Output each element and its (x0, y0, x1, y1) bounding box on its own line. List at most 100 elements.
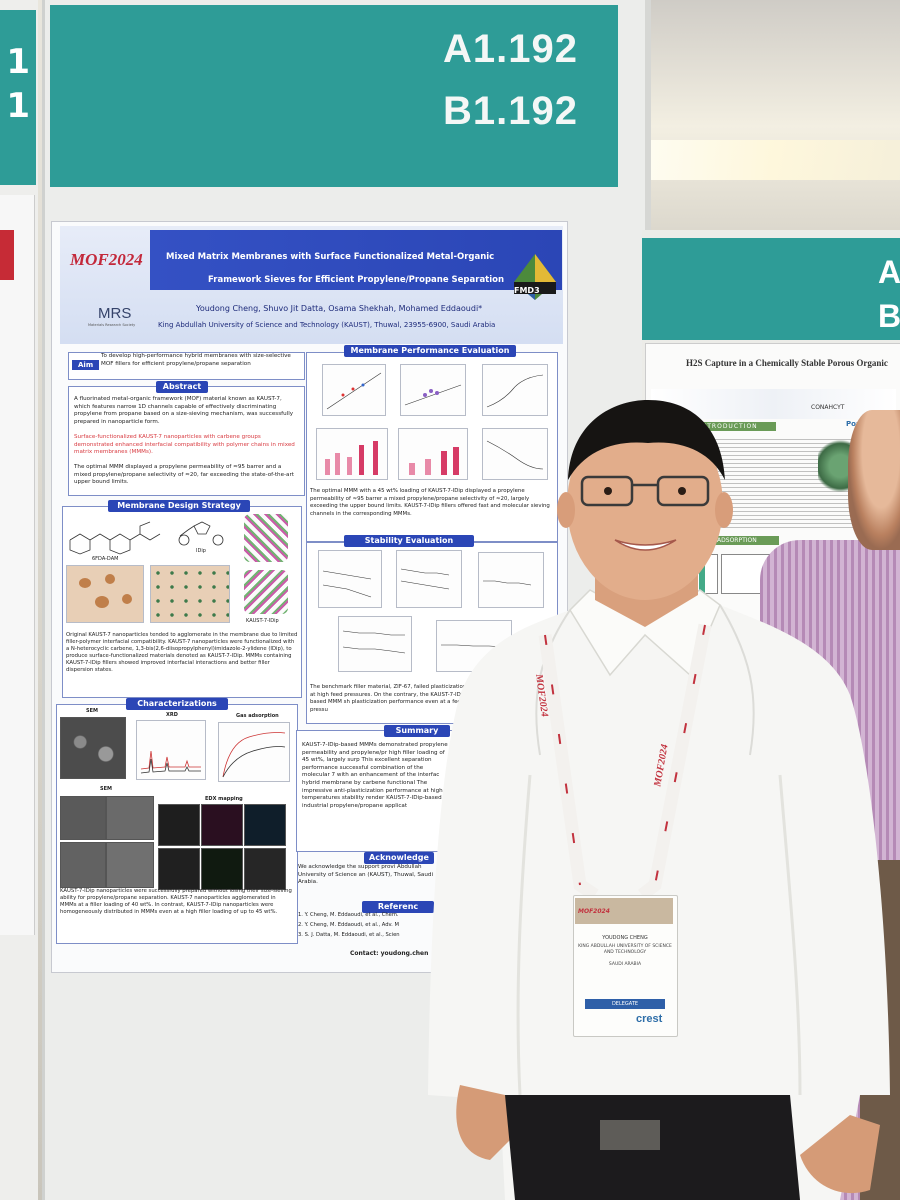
badge-sponsor-logo: crest (636, 1013, 663, 1025)
characterizations-heading: Characterizations (126, 698, 228, 710)
edx-map-3 (244, 804, 286, 846)
badge-header-logo: MOF2024 (578, 908, 610, 915)
mof2024-logo: MOF2024 (70, 250, 143, 269)
badge-country: SAUDI ARABIA (608, 962, 642, 967)
performance-text: The optimal MMM with a 45 wt% loading of… (310, 488, 550, 517)
gas-adsorption-label: Gas adsorption (236, 713, 279, 719)
abstract-text-2: Surface-functionalized KAUST-7 nanoparti… (74, 434, 295, 455)
stability-chart-3 (478, 552, 544, 608)
right-poster-adsorption: H2S ADSORPTION (681, 536, 779, 545)
gas-adsorption-chart (218, 722, 290, 782)
sem-membrane-image-1 (60, 796, 106, 840)
reference-3: 3. S. J. Datta, M. Eddaoudi, et al., Sci… (298, 932, 400, 938)
stability-chart-2-plot (400, 568, 450, 590)
xrd-chart-plot (140, 750, 201, 774)
stability-chart-1-plot (322, 570, 372, 598)
aim-text: To develop high-performance hybrid membr… (101, 353, 291, 367)
ceiling-light (645, 140, 900, 180)
performance-chart-2 (400, 364, 466, 416)
reference-1: 1. Y. Cheng, M. Eddaoudi, et al., Chem. (298, 912, 399, 918)
booth-number-sign: A1.192 B1.192 (50, 5, 618, 187)
performance-heading: Membrane Performance Evaluation (344, 345, 516, 357)
reference-2: 2. Y. Cheng, M. Eddaoudi, et al., Adv. M (298, 922, 399, 928)
edx-label: EDX mapping (205, 796, 243, 802)
performance-chart-3-plot (486, 374, 544, 408)
left-neighbor-poster (0, 195, 35, 935)
stability-chart-4 (338, 616, 412, 672)
xrd-label: XRD (166, 712, 178, 718)
edx-map-6 (244, 848, 286, 890)
summary-text: KAUST-7-IDip-based MMMs demonstrated pro… (302, 742, 448, 809)
abstract-box (68, 386, 305, 496)
badge-role: DELEGATE (585, 999, 665, 1009)
stability-chart-4-plot (342, 630, 406, 654)
abstract-text-3: The optimal MMM displayed a propylene pe… (74, 464, 294, 485)
polymer-label: 6FDA-DAM (92, 556, 119, 562)
gas-adsorption-plot (222, 732, 286, 778)
sem-image (60, 717, 126, 779)
booth-number-a: A1.192 (443, 27, 578, 71)
stability-chart-1 (318, 550, 382, 608)
fmd3-logo-icon (514, 254, 556, 300)
dispersed-particles-figure (150, 565, 230, 623)
performance-bar-chart-2-plot (409, 447, 459, 475)
performance-bar-chart-2 (398, 428, 468, 480)
characterizations-text: KAUST-7-IDip nanoparticles were successf… (60, 888, 292, 915)
performance-chart-2-plot (404, 384, 462, 406)
left-booth-sign-text: 1 1 (6, 42, 30, 126)
badge-name: YOUDONG CHENG (602, 935, 648, 941)
aim-label: Aim (72, 360, 100, 370)
agglomerated-particles-figure (66, 565, 144, 623)
sem-label: SEM (86, 708, 98, 714)
left-booth-sign (0, 10, 36, 185)
performance-chart-1 (322, 364, 386, 416)
performance-chart-1-plot (326, 372, 382, 410)
performance-bar-chart-1-plot (325, 441, 378, 475)
sem-membrane-image-2 (106, 796, 154, 840)
stability-chart-2 (396, 550, 462, 608)
booth-number-b: B1.192 (443, 89, 578, 133)
ligand-structure-icon (178, 521, 224, 546)
ceiling (640, 0, 900, 230)
mrs-logo-subtitle: Materials Research Society (88, 323, 136, 327)
poster-title-line-2: Framework Sieves for Efficient Propylene… (208, 275, 505, 285)
left-neighbor-poster-red (0, 230, 14, 280)
references-heading: Referenc (362, 901, 434, 913)
performance-chart-4 (482, 428, 548, 480)
acknowledge-heading: Acknowledge (364, 852, 434, 864)
performance-chart-3 (482, 364, 548, 416)
polymer-structure-icon (69, 521, 161, 555)
sem-membrane-image-3 (60, 842, 106, 888)
design-text: Original KAUST-7 nanoparticles tended to… (66, 632, 298, 673)
mrs-logo: MRS (98, 305, 132, 322)
edx-map-4 (158, 848, 200, 890)
poster-affiliation: King Abdullah University of Science and … (158, 321, 496, 329)
aim-box (68, 352, 305, 380)
mof-crystal-structure-icon (244, 514, 288, 562)
poster-title-bar (150, 230, 562, 290)
poster-title-line-1: Mixed Matrix Membranes with Surface Func… (166, 252, 495, 262)
right-booth-sign-text: A B (878, 254, 900, 334)
badge-organization: KING ABDULLAH UNIVERSITY OF SCIENCE AND … (578, 944, 672, 955)
performance-bar-chart-1 (316, 428, 388, 480)
fmd3-logo-label: FMD3 (514, 286, 540, 295)
stability-chart-5-plot (441, 644, 506, 648)
performance-chart-4-plot (486, 440, 544, 470)
acknowledge-text: We acknowledge the support provi Abdulla… (298, 864, 434, 885)
stability-chart-3-plot (483, 580, 532, 586)
edx-map-5 (201, 848, 243, 890)
right-poster-title: H2S Capture in a Chemically Stable Porou… (686, 358, 888, 368)
abstract-heading: Abstract (156, 381, 208, 393)
sem2-label: SEM (100, 786, 112, 792)
bystander-head (848, 410, 900, 550)
badge-header-image (575, 898, 673, 924)
stability-text: The benchmark filler material, ZIF-67, f… (310, 684, 468, 713)
mof-label: KAUST-7-IDip (246, 618, 279, 624)
ligand-label: IDip (196, 548, 206, 554)
edx-map-2 (201, 804, 243, 846)
right-poster-intro: INTRODUCTION (681, 422, 776, 431)
sem-membrane-image-4 (106, 842, 154, 888)
design-heading: Membrane Design Strategy (108, 500, 250, 512)
poster-authors: Youdong Cheng, Shuvo Jit Datta, Osama Sh… (196, 304, 483, 313)
summary-heading: Summary (384, 725, 450, 737)
